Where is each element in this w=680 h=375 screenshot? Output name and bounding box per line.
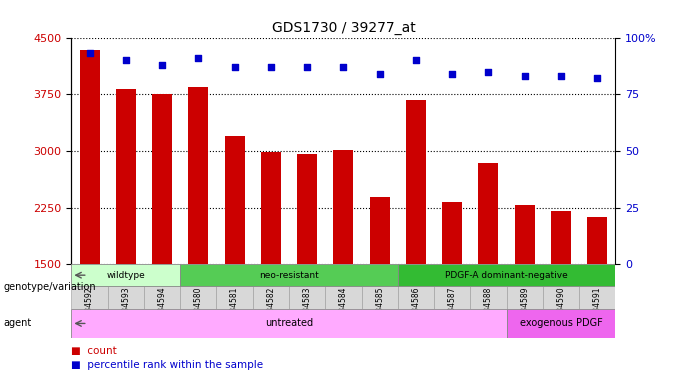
Text: GSM34591: GSM34591 [593, 287, 602, 328]
Bar [370, 197, 390, 264]
Text: wildtype: wildtype [107, 271, 145, 280]
Bar [80, 50, 99, 264]
Bar [434, 286, 471, 309]
Point [374, 71, 385, 77]
Bar [333, 150, 354, 264]
Point [556, 73, 566, 79]
Bar [152, 94, 172, 264]
Bar [253, 286, 289, 309]
Text: GSM34588: GSM34588 [484, 287, 493, 328]
Text: neo-resistant: neo-resistant [259, 271, 319, 280]
Point [483, 69, 494, 75]
Bar [107, 286, 144, 309]
Text: untreated: untreated [265, 318, 313, 328]
Bar [543, 286, 579, 309]
Bar [398, 286, 434, 309]
Bar [289, 286, 325, 309]
Bar [224, 136, 245, 264]
Bar [398, 264, 615, 286]
Point [411, 57, 422, 63]
Bar [216, 286, 253, 309]
Point [520, 73, 530, 79]
Point [193, 55, 204, 61]
Text: agent: agent [3, 318, 32, 328]
Bar [507, 309, 615, 338]
Bar [71, 286, 107, 309]
Text: GSM34589: GSM34589 [520, 287, 529, 328]
Text: ■  count: ■ count [71, 346, 117, 355]
Bar [261, 152, 281, 264]
Bar [180, 264, 398, 286]
Bar [71, 309, 507, 338]
Text: GSM34590: GSM34590 [556, 287, 566, 328]
Point [229, 64, 240, 70]
Bar [325, 286, 362, 309]
Bar [507, 286, 543, 309]
Point [120, 57, 131, 63]
Bar [71, 264, 180, 286]
Bar [297, 154, 317, 264]
Point [84, 50, 95, 56]
Point [156, 62, 167, 68]
Text: GSM34587: GSM34587 [447, 287, 457, 328]
Text: GSM34594: GSM34594 [158, 287, 167, 328]
Bar [579, 286, 615, 309]
Bar [588, 217, 607, 264]
Text: GSM34584: GSM34584 [339, 287, 348, 328]
Text: ■  percentile rank within the sample: ■ percentile rank within the sample [71, 360, 264, 369]
Text: PDGF-A dominant-negative: PDGF-A dominant-negative [445, 271, 568, 280]
Point [338, 64, 349, 70]
Bar [406, 99, 426, 264]
Bar [479, 163, 498, 264]
Bar [362, 286, 398, 309]
Bar [180, 286, 216, 309]
Text: GSM34581: GSM34581 [230, 287, 239, 328]
Text: GSM34586: GSM34586 [411, 287, 420, 328]
Text: GSM34585: GSM34585 [375, 287, 384, 328]
Text: exogenous PDGF: exogenous PDGF [520, 318, 602, 328]
Point [447, 71, 458, 77]
Title: GDS1730 / 39277_at: GDS1730 / 39277_at [271, 21, 415, 35]
Text: GSM34593: GSM34593 [121, 287, 131, 328]
Text: GSM34583: GSM34583 [303, 287, 311, 328]
Bar [551, 211, 571, 264]
Bar [188, 87, 208, 264]
Text: GSM34580: GSM34580 [194, 287, 203, 328]
Bar [515, 206, 534, 264]
Point [302, 64, 313, 70]
Bar [144, 286, 180, 309]
Point [592, 75, 602, 81]
Text: GSM34592: GSM34592 [85, 287, 94, 328]
Bar [442, 202, 462, 264]
Bar [471, 286, 507, 309]
Bar [116, 89, 136, 264]
Text: genotype/variation: genotype/variation [3, 282, 96, 292]
Point [265, 64, 276, 70]
Text: GSM34582: GSM34582 [267, 287, 275, 328]
